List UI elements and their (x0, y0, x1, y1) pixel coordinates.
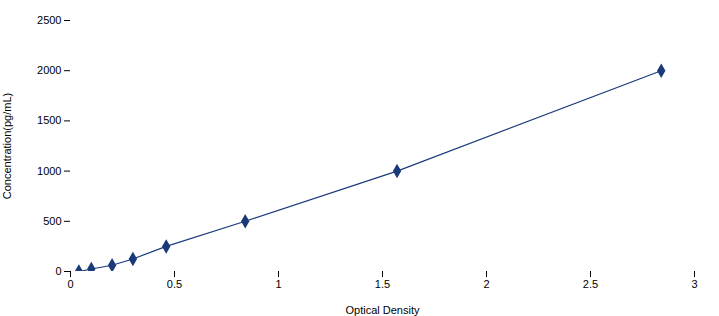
svg-text:Optical Density: Optical Density (346, 304, 420, 316)
svg-text:1000: 1000 (37, 165, 61, 177)
svg-text:0.5: 0.5 (167, 278, 182, 290)
svg-text:3: 3 (691, 278, 697, 290)
svg-text:2.5: 2.5 (583, 278, 598, 290)
svg-text:2500: 2500 (37, 14, 61, 26)
svg-text:1500: 1500 (37, 114, 61, 126)
svg-text:2: 2 (483, 278, 489, 290)
svg-text:1.5: 1.5 (375, 278, 390, 290)
svg-text:Concentration(pg/mL): Concentration(pg/mL) (1, 93, 13, 199)
svg-text:0: 0 (67, 278, 73, 290)
svg-text:0: 0 (55, 265, 61, 277)
svg-text:2000: 2000 (37, 64, 61, 76)
svg-text:1: 1 (275, 278, 281, 290)
svg-text:500: 500 (43, 215, 61, 227)
